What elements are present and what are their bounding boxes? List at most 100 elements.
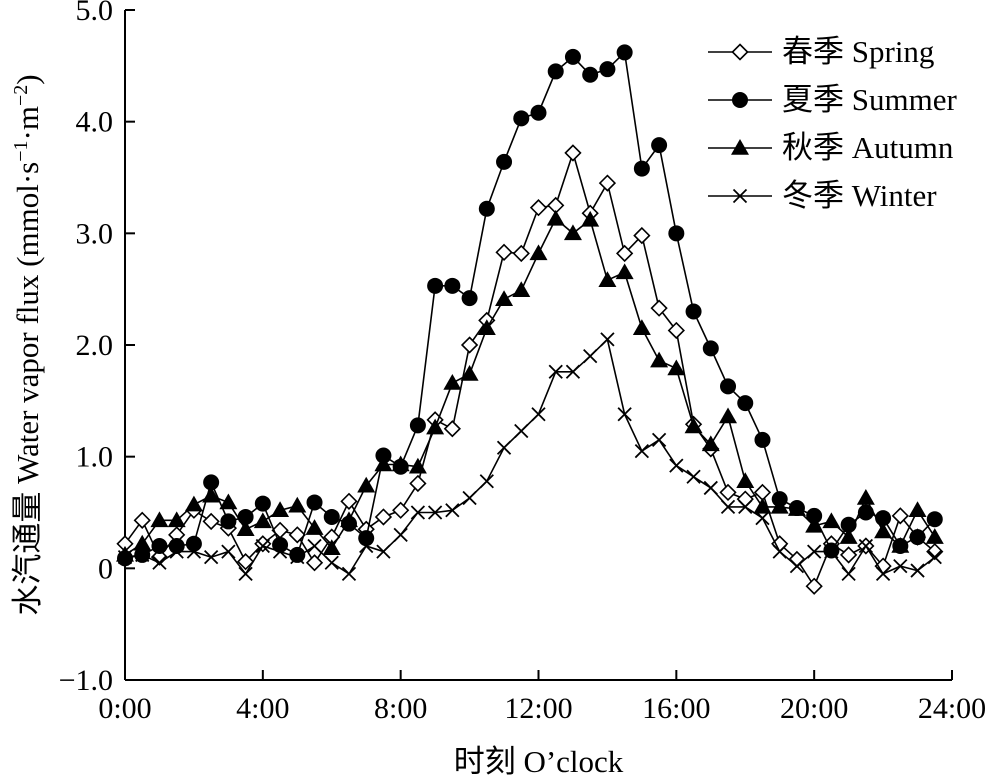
data-point-spring [598, 174, 617, 192]
data-point-winter [135, 547, 150, 563]
data-point-autumn [495, 290, 514, 306]
legend-marker-spring [731, 43, 749, 61]
x-axis-title: 时刻 O’clock [454, 744, 624, 779]
data-point-summer [323, 508, 340, 525]
data-point-autumn [719, 407, 738, 424]
data-point-summer [289, 546, 306, 563]
data-point-autumn [736, 472, 755, 488]
data-point-summer [909, 529, 926, 546]
y-axis-title-end: ) [10, 74, 45, 84]
data-point-autumn [650, 351, 669, 368]
y-tick-label: 0 [98, 552, 113, 585]
data-point-winter [290, 550, 305, 565]
legend-item-spring: 春季 Spring [708, 34, 934, 69]
data-point-winter [186, 544, 202, 559]
data-point-summer [203, 474, 220, 491]
data-point-winter [445, 503, 460, 518]
y-tick-label: 5.0 [76, 0, 114, 27]
data-point-summer [306, 494, 323, 511]
data-point-winter [927, 550, 942, 565]
data-point-winter [893, 558, 908, 574]
series-winter [117, 332, 942, 582]
series-summer [117, 44, 943, 567]
data-point-winter [324, 555, 339, 570]
data-point-autumn [667, 359, 686, 376]
data-point-summer [254, 495, 271, 512]
data-point-autumn [202, 486, 221, 503]
data-point-winter [600, 332, 615, 347]
data-point-autumn [839, 528, 858, 544]
data-point-autumn [598, 271, 617, 287]
data-point-summer [220, 513, 237, 530]
y-tick-label: 2.0 [76, 329, 114, 362]
data-point-winter [514, 423, 529, 439]
data-point-winter [479, 474, 494, 489]
data-point-summer [496, 153, 513, 170]
data-point-spring [305, 554, 324, 572]
data-point-autumn [477, 319, 496, 335]
data-point-winter [496, 440, 512, 455]
data-point-autumn [116, 545, 134, 562]
data-point-summer [547, 63, 564, 80]
legend-marker-autumn [731, 139, 749, 155]
data-point-autumn [546, 209, 565, 226]
series-line-winter [124, 337, 936, 576]
data-point-summer [582, 66, 599, 83]
y-tick-label: 3.0 [76, 217, 114, 250]
data-point-winter [858, 538, 873, 554]
data-point-spring [633, 226, 651, 245]
data-point-winter [583, 349, 598, 364]
data-point-winter [669, 458, 684, 473]
data-point-winter [204, 550, 219, 565]
x-tick-label: 16:00 [642, 692, 710, 725]
data-point-autumn [581, 210, 600, 227]
data-point-spring [374, 508, 393, 526]
data-point-summer [409, 417, 426, 434]
data-point-winter [703, 480, 718, 496]
data-point-winter [651, 432, 667, 448]
x-axis-ticks: 0:00 4:00 8:00 12:00 16:00 20:00 24:00 [98, 670, 986, 725]
data-point-spring [409, 474, 427, 493]
legend-label-winter: 冬季 Winter [782, 178, 937, 213]
legend-label-autumn: 秋季 Autumn [782, 130, 954, 165]
series-line-autumn [124, 217, 936, 556]
data-point-autumn [460, 365, 479, 381]
y-axis-title: 水汽通量 Water vapor flux (mmol·s−1·m−2) [10, 74, 45, 615]
data-point-winter [772, 544, 787, 559]
data-point-autumn [684, 417, 703, 434]
data-point-spring [236, 553, 255, 571]
data-point-summer [737, 395, 754, 412]
data-point-spring [667, 321, 685, 340]
data-point-spring [495, 243, 513, 261]
data-point-summer [926, 511, 943, 528]
data-point-winter [272, 544, 288, 559]
data-point-summer [168, 538, 185, 554]
data-point-autumn [822, 512, 841, 529]
data-point-spring [616, 244, 634, 263]
data-point-autumn [133, 534, 152, 551]
data-point-autumn [408, 457, 427, 474]
data-point-summer [564, 48, 581, 65]
x-tick-label: 8:00 [374, 692, 427, 725]
data-point-spring [288, 526, 306, 544]
data-point-summer [720, 378, 737, 395]
data-point-autumn [701, 435, 720, 452]
data-point-winter [359, 538, 374, 554]
data-point-winter [152, 555, 167, 570]
data-point-autumn [529, 244, 548, 261]
data-point-summer [151, 538, 168, 554]
data-point-autumn [615, 263, 634, 280]
data-point-spring [564, 144, 582, 162]
legend-label-spring: 春季 Spring [782, 34, 934, 69]
data-point-autumn [167, 511, 186, 528]
data-point-autumn [874, 522, 893, 539]
data-point-autumn [305, 519, 324, 535]
data-point-summer [444, 277, 461, 294]
data-point-winter [755, 510, 770, 526]
legend-marker-winter [732, 188, 748, 204]
data-point-autumn [219, 493, 238, 510]
data-point-autumn [236, 520, 255, 536]
data-point-autumn [150, 511, 169, 528]
data-point-summer [478, 200, 495, 217]
data-point-winter [427, 505, 443, 520]
